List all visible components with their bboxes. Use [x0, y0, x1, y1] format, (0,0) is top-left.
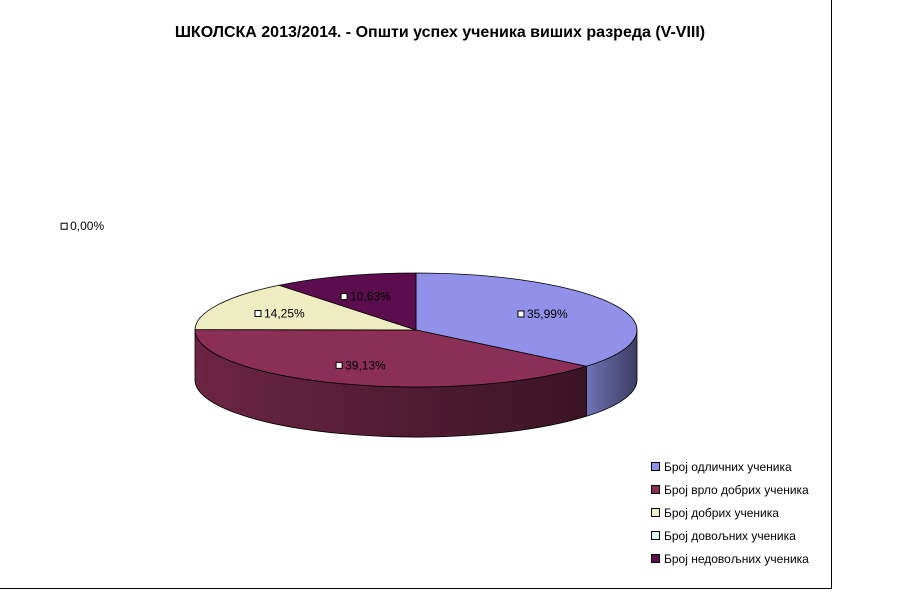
data-label-marker [335, 361, 343, 369]
data-label: 0,00% [60, 219, 104, 233]
legend-label: Број одличних ученика [664, 459, 792, 474]
data-label: 35,99% [517, 307, 568, 321]
data-label-marker [517, 310, 525, 318]
legend-label: Број недовољних ученика [664, 551, 809, 566]
legend-swatch [651, 554, 660, 563]
legend-swatch [651, 508, 660, 517]
data-label-text: 10,63% [350, 290, 391, 304]
legend-entry: Број одличних ученика [651, 455, 831, 478]
legend-label: Број врло добрих ученика [664, 482, 809, 497]
legend-entry: Број врло добрих ученика [651, 478, 831, 501]
legend-swatch [651, 485, 660, 494]
legend-swatch [651, 531, 660, 540]
data-label-marker [340, 293, 348, 301]
pie-slice [415, 272, 638, 367]
pie-slice [194, 284, 417, 331]
pie-slice [277, 272, 417, 331]
data-label-marker [60, 222, 68, 230]
legend-label: Број довољних ученика [664, 528, 796, 543]
legend-entry: Број довољних ученика [651, 524, 831, 547]
data-label: 14,25% [254, 306, 305, 320]
data-label: 10,63% [340, 290, 391, 304]
chart-frame [0, 0, 832, 589]
data-label-marker [254, 309, 262, 317]
data-label-text: 35,99% [527, 307, 568, 321]
legend-swatch [651, 462, 660, 471]
pie-slice [194, 329, 588, 388]
legend-entry: Број добрих ученика [651, 501, 831, 524]
data-label: 39,13% [335, 358, 386, 372]
chart-title: ШКОЛСКА 2013/2014. - Општи успех ученика… [174, 24, 706, 41]
legend-entry: Број недовољних ученика [651, 547, 831, 570]
legend-label: Број добрих ученика [664, 505, 779, 520]
data-label-text: 39,13% [345, 358, 386, 372]
chart-legend: Број одличних ученика Број врло добрих уч… [651, 455, 831, 570]
data-label-text: 0,00% [70, 219, 104, 233]
data-label-text: 14,25% [264, 306, 305, 320]
